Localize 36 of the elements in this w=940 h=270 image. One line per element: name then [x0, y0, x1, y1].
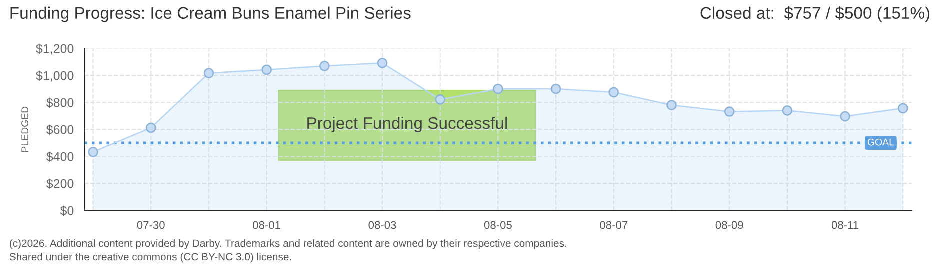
x-tick-label: 08-07 — [600, 221, 628, 230]
y-tick-label: $1,200 — [36, 44, 74, 55]
x-tick-label: 08-01 — [253, 221, 280, 230]
y-tick-label: $600 — [46, 124, 74, 135]
point — [435, 94, 446, 105]
y-tick-label: $1,000 — [36, 70, 74, 82]
point — [898, 103, 908, 114]
point — [377, 58, 388, 68]
point — [666, 100, 677, 110]
y-tick-label: $0 — [60, 206, 74, 216]
chart-title: Funding Progress: Ice Cream Buns Enamel Pin Series — [10, 6, 411, 22]
point — [840, 111, 850, 122]
point — [319, 60, 330, 72]
y-tick-label: $400 — [46, 152, 74, 162]
x-tick-label: 08-03 — [368, 221, 396, 230]
point — [146, 122, 156, 134]
point — [782, 106, 793, 116]
y-tick-label: $200 — [46, 178, 74, 189]
x-tick-label: 08-05 — [484, 221, 512, 230]
chart-subtitle: Closed at: $757 / $500 (151%) — [700, 6, 930, 22]
point — [204, 68, 214, 78]
ref-line-label: GOAL — [868, 138, 894, 146]
point — [493, 84, 504, 94]
annotation: Project Funding Successful — [308, 116, 508, 133]
text: Shared under the creative commons (CC BY-NC 3.0) license. — [10, 253, 292, 263]
point — [724, 106, 735, 117]
point — [262, 64, 272, 76]
text: (c)2026. Additional content provided by Darby. Trademarks and related content are owned by their respective companies. — [10, 240, 566, 250]
x-tick-label: 08-11 — [832, 221, 859, 230]
y-axis-title: PLEDGED — [22, 106, 28, 152]
point — [550, 84, 562, 94]
x-tick-label: 08-09 — [716, 221, 744, 230]
x-tick-label: 07-30 — [137, 221, 165, 230]
point — [88, 146, 98, 158]
point — [608, 87, 620, 98]
y-tick-label: $800 — [46, 98, 74, 108]
